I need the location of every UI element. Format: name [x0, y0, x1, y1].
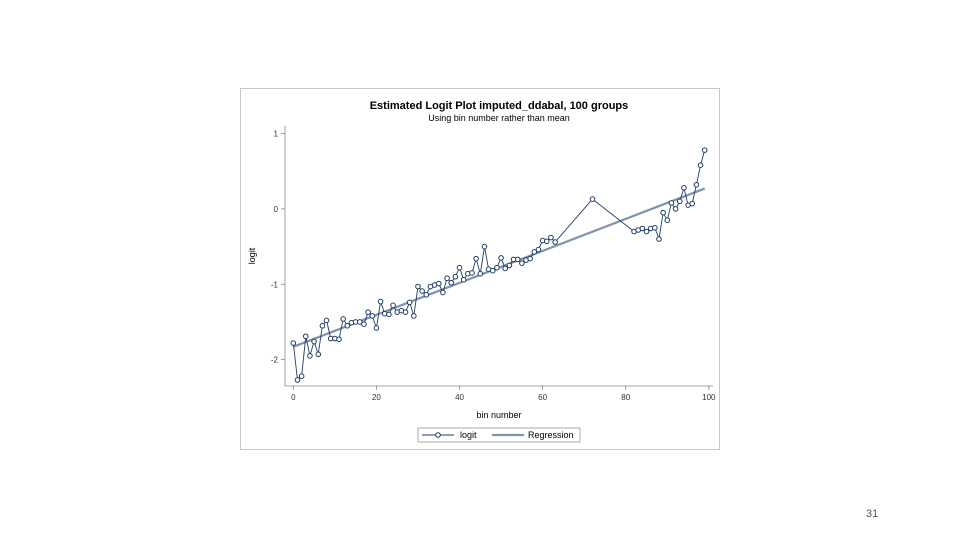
logit-point — [415, 283, 421, 290]
logit-point — [344, 322, 351, 329]
logit-point — [668, 200, 675, 206]
logit-point — [365, 309, 371, 315]
logit-point — [552, 239, 558, 245]
logit-point — [506, 262, 513, 269]
logit-point — [302, 333, 309, 340]
logit-point — [456, 264, 463, 271]
chart-svg: Estimated Logit Plot imputed_ddabal, 100… — [247, 100, 716, 443]
logit-point — [294, 377, 301, 383]
logit-point — [535, 246, 542, 253]
x-tick-label: 80 — [621, 393, 630, 402]
page-number: 31 — [866, 508, 879, 520]
logit-point — [689, 200, 696, 207]
logit-point — [697, 162, 704, 168]
logit-point — [527, 255, 533, 262]
logit-point — [323, 317, 330, 324]
logit-point — [386, 311, 392, 318]
logit-point — [664, 217, 671, 224]
legend: logit Regression — [417, 427, 581, 443]
logit-point — [514, 256, 521, 263]
logit-point — [315, 351, 322, 358]
x-tick-label: 100 — [702, 393, 716, 402]
logit-point — [460, 276, 467, 283]
axes — [284, 126, 713, 387]
logit-point — [660, 209, 666, 216]
logit-point — [519, 260, 525, 266]
logit-point — [423, 292, 430, 298]
logit-point — [319, 322, 326, 329]
logit-point — [543, 238, 550, 245]
logit-point — [639, 225, 646, 232]
logit-point — [411, 313, 417, 319]
x-axis-ticks: 0 20 40 60 80 100 — [291, 386, 716, 402]
logit-point — [652, 224, 658, 231]
chart-title: Estimated Logit Plot imputed_ddabal, 100… — [370, 100, 629, 112]
logit-point — [336, 336, 342, 343]
y-axis-ticks: -2 -1 0 1 — [271, 130, 285, 365]
logit-point — [377, 298, 384, 305]
logit-point — [481, 243, 488, 250]
logit-point — [298, 373, 305, 380]
logit-line — [292, 149, 706, 381]
x-axis-label: bin number — [476, 410, 521, 420]
x-tick-label: 40 — [455, 393, 464, 402]
y-tick-label: 0 — [274, 205, 279, 214]
logit-point — [361, 321, 367, 328]
logit-point — [340, 316, 346, 322]
logit-point — [452, 273, 459, 280]
logit-point — [548, 234, 554, 241]
logit-point — [406, 299, 413, 306]
logit-point — [701, 147, 708, 153]
logit-point — [676, 198, 683, 205]
x-tick-label: 60 — [538, 393, 547, 402]
logit-point — [435, 280, 442, 287]
logit-point — [440, 289, 446, 296]
logit-point — [643, 228, 650, 235]
logit-point — [373, 325, 380, 331]
legend-logit-marker — [435, 432, 441, 438]
logit-point — [356, 319, 363, 325]
x-tick-label: 20 — [372, 393, 381, 402]
chart-subtitle: Using bin number rather than mean — [428, 113, 570, 123]
legend-regression-label: Regression — [528, 430, 574, 440]
logit-point — [693, 181, 700, 188]
logit-point — [502, 265, 509, 272]
logit-point — [369, 313, 376, 319]
logit-point — [681, 184, 687, 191]
logit-point — [290, 340, 297, 346]
logit-point — [531, 249, 538, 255]
chart-frame: Estimated Logit Plot imputed_ddabal, 100… — [240, 88, 720, 450]
logit-point — [473, 255, 479, 262]
logit-point — [477, 270, 484, 277]
logit-point — [469, 270, 475, 276]
logit-point — [402, 309, 409, 315]
y-tick-label: 1 — [274, 130, 279, 139]
logit-point — [448, 279, 455, 286]
y-tick-label: -2 — [271, 356, 279, 365]
logit-point — [311, 338, 317, 345]
logit-point — [307, 353, 313, 359]
x-tick-label: 0 — [291, 393, 296, 402]
logit-point — [489, 267, 496, 274]
logit-point — [589, 196, 596, 202]
series-layer — [290, 147, 708, 383]
legend-logit-label: logit — [460, 430, 477, 440]
logit-point — [390, 302, 396, 309]
logit-point — [494, 264, 500, 271]
logit-point — [656, 236, 662, 242]
logit-point — [419, 288, 425, 294]
logit-point — [672, 206, 679, 212]
logit-point — [498, 255, 504, 261]
y-tick-label: -1 — [271, 280, 279, 289]
y-axis-label: logit — [247, 247, 257, 264]
logit-point — [444, 275, 450, 282]
